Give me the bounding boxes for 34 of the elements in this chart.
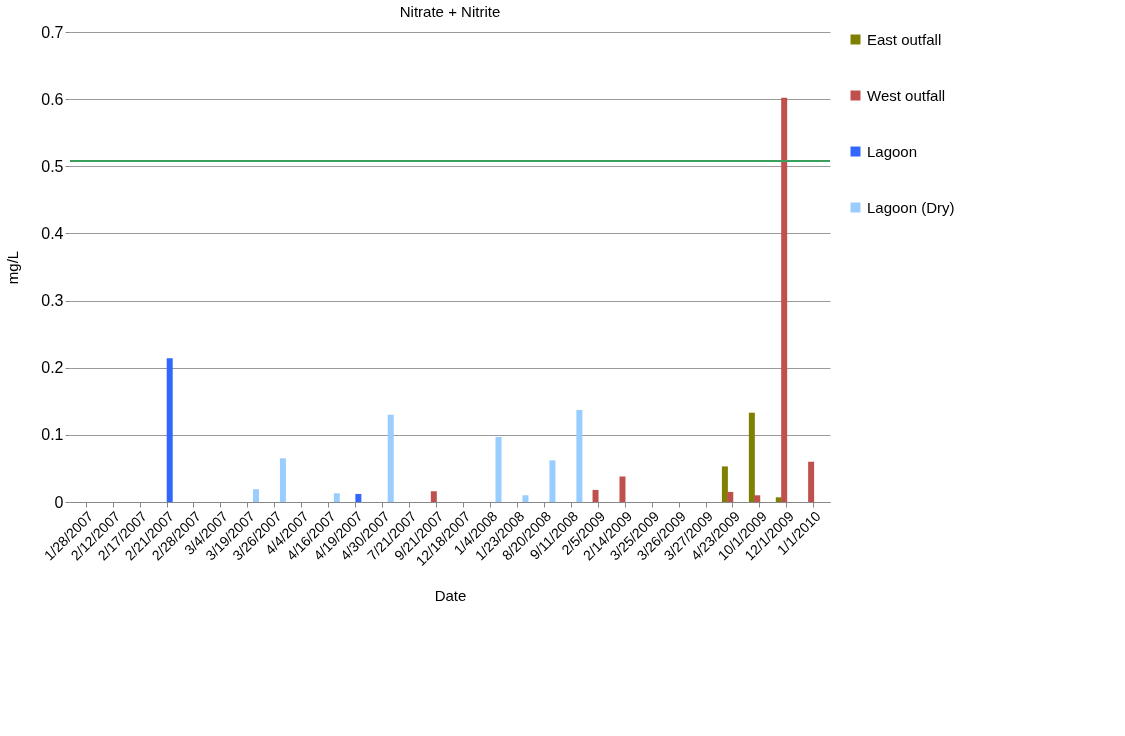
legend-label: West outfall bbox=[867, 86, 946, 104]
bar bbox=[619, 476, 626, 502]
legend-label: Lagoon bbox=[867, 142, 918, 160]
bar bbox=[727, 491, 734, 502]
bar bbox=[748, 412, 755, 502]
chart-title: Nitrate + Nitrite bbox=[399, 3, 501, 20]
y-axis-title: mg/L bbox=[4, 250, 22, 285]
y-tick-label: 0.1 bbox=[41, 426, 64, 444]
bar bbox=[166, 358, 173, 502]
bar bbox=[576, 410, 583, 502]
y-tick-label: 0.5 bbox=[41, 157, 64, 175]
y-tick-label: 0.3 bbox=[41, 292, 64, 310]
bar bbox=[522, 495, 529, 502]
y-tick-label: 0.7 bbox=[41, 23, 64, 41]
y-tick-label: 0 bbox=[54, 493, 64, 511]
y-tick-label: 0.2 bbox=[41, 359, 64, 377]
bar bbox=[721, 466, 728, 502]
bar bbox=[754, 495, 761, 502]
bar bbox=[252, 489, 259, 502]
legend-label: East outfall bbox=[867, 30, 942, 48]
bar bbox=[808, 461, 815, 502]
bar bbox=[592, 489, 599, 502]
bar bbox=[387, 414, 394, 502]
bar bbox=[430, 491, 437, 502]
y-tick-label: 0.4 bbox=[41, 224, 64, 242]
bar bbox=[355, 493, 362, 502]
bar bbox=[279, 458, 286, 502]
legend-label: Lagoon (Dry) bbox=[867, 198, 955, 216]
bar bbox=[495, 436, 502, 502]
bar bbox=[549, 460, 556, 502]
bar bbox=[333, 493, 340, 502]
y-tick-label: 0.6 bbox=[41, 90, 64, 108]
bar bbox=[781, 97, 788, 502]
x-axis-title: Date bbox=[434, 586, 467, 604]
